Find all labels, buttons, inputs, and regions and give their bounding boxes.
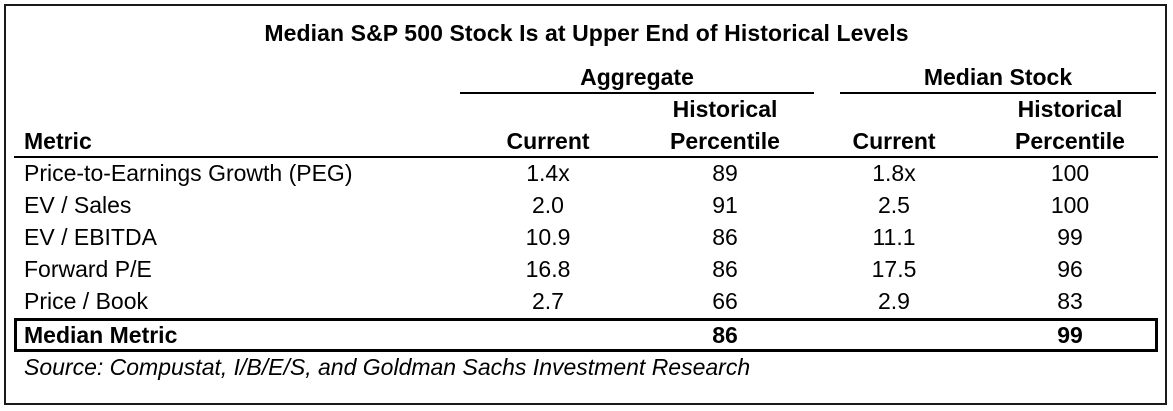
table-cell-median-percentile: 100 [1050,192,1090,218]
table-cell-median-current: 11.1 [872,224,916,250]
group-header-aggregate: Aggregate [580,64,694,90]
table-cell-aggregate-current: 2.7 [532,288,564,314]
col-header-metric: Metric [24,128,92,154]
table-cell-aggregate-current: 10.9 [525,224,571,250]
table-cell-aggregate-percentile: 66 [712,288,738,314]
table-cell-median-percentile: 96 [1057,256,1083,282]
table-frame [4,4,1167,405]
median-aggregate-percentile: 86 [712,322,738,348]
col-header-median-percentile: Percentile [1015,128,1125,154]
table-row-metric: EV / Sales [24,192,132,218]
table-cell-median-current: 17.5 [871,256,917,282]
table-cell-median-current: 2.9 [878,288,910,314]
median-stock-underline [840,92,1156,94]
table-cell-aggregate-percentile: 86 [712,224,738,250]
col-header-median-historical: Historical [1017,96,1123,122]
median-metric-box [14,318,1158,352]
source-note: Source: Compustat, I/B/E/S, and Goldman … [24,354,751,380]
table-cell-aggregate-percentile: 91 [712,192,738,218]
table-cell-aggregate-percentile: 86 [712,256,738,282]
median-stock-percentile: 99 [1057,322,1083,348]
group-header-median-stock: Median Stock [923,64,1073,90]
table-row-metric: EV / EBITDA [24,224,157,250]
table-cell-aggregate-percentile: 89 [712,160,738,186]
table-cell-median-current: 1.8x [872,160,916,186]
col-header-aggregate-percentile: Percentile [670,128,780,154]
median-metric-label: Median Metric [24,322,178,348]
table-cell-median-percentile: 99 [1057,224,1083,250]
table-row-metric: Price-to-Earnings Growth (PEG) [24,160,353,186]
table-cell-aggregate-current: 1.4x [526,160,570,186]
col-header-aggregate-current: Current [506,128,590,154]
table-cell-aggregate-current: 2.0 [532,192,564,218]
table-cell-median-current: 2.5 [878,192,910,218]
table-row-metric: Price / Book [24,288,148,314]
header-rule [14,156,1158,158]
table-row-metric: Forward P/E [24,256,152,282]
col-header-aggregate-historical: Historical [672,96,778,122]
aggregate-underline [460,92,814,94]
table-cell-aggregate-current: 16.8 [525,256,571,282]
table-cell-median-percentile: 100 [1050,160,1090,186]
table-cell-median-percentile: 83 [1057,288,1083,314]
col-header-median-current: Current [852,128,936,154]
table-title: Median S&P 500 Stock Is at Upper End of … [264,20,909,46]
